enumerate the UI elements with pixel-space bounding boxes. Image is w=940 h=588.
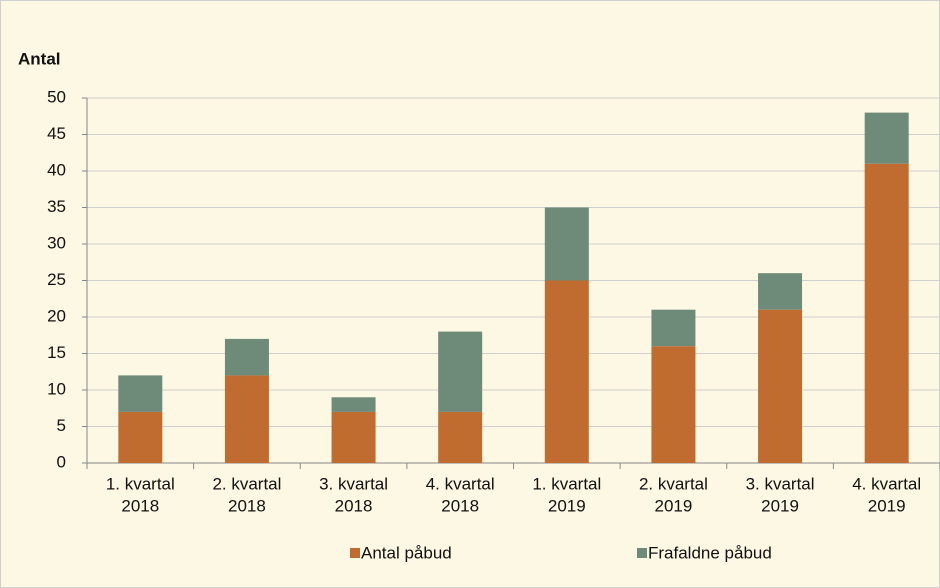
y-tick-label: 35 — [47, 197, 66, 216]
x-tick-label: 2018 — [228, 496, 266, 515]
bar-segment — [331, 411, 376, 463]
x-tick-label: 2018 — [335, 496, 373, 515]
x-tick-label: 2. kvartal — [639, 474, 708, 493]
y-tick-label: 25 — [47, 270, 66, 289]
x-tick-label: 2018 — [441, 496, 479, 515]
x-tick-label: 2019 — [655, 496, 693, 515]
y-axis-label: Antal — [18, 49, 61, 68]
y-tick-label: 50 — [47, 87, 66, 106]
x-tick-label: 2018 — [121, 496, 159, 515]
x-tick-label: 2019 — [548, 496, 586, 515]
y-tick-label: 0 — [57, 452, 66, 471]
y-tick-label: 45 — [47, 124, 66, 143]
bar-segment — [118, 375, 163, 412]
legend-label: Frafaldne påbud — [648, 543, 772, 562]
x-tick-label: 1. kvartal — [106, 474, 175, 493]
y-tick-label: 5 — [57, 416, 66, 435]
bar-segment — [224, 375, 269, 463]
y-tick-label: 30 — [47, 233, 66, 252]
y-tick-label: 10 — [47, 379, 66, 398]
legend-swatch — [350, 548, 360, 558]
bar-segment — [651, 309, 696, 347]
x-tick-label: 2019 — [761, 496, 799, 515]
x-tick-label: 2019 — [868, 496, 906, 515]
bar-segment — [118, 411, 163, 463]
x-tick-label: 1. kvartal — [532, 474, 601, 493]
y-tick-label: 40 — [47, 160, 66, 179]
legend-swatch — [637, 548, 647, 558]
bar-segment — [438, 331, 483, 412]
x-tick-label: 3. kvartal — [746, 474, 815, 493]
x-tick-label: 3. kvartal — [319, 474, 388, 493]
bar-segment — [438, 411, 483, 463]
x-tick-label: 2. kvartal — [212, 474, 281, 493]
y-tick-label: 15 — [47, 343, 66, 362]
x-tick-label: 4. kvartal — [426, 474, 495, 493]
bar-segment — [651, 346, 696, 463]
bar-segment — [864, 163, 909, 463]
bar-segment — [758, 273, 803, 310]
x-tick-label: 4. kvartal — [852, 474, 921, 493]
bar-segment — [864, 112, 909, 164]
bar-segment — [224, 338, 269, 376]
legend-label: Antal påbud — [361, 543, 452, 562]
bar-segment — [544, 280, 589, 463]
bar-segment — [544, 207, 589, 281]
bar-segment — [758, 309, 803, 463]
bar-segment — [331, 397, 376, 412]
y-tick-label: 20 — [47, 306, 66, 325]
